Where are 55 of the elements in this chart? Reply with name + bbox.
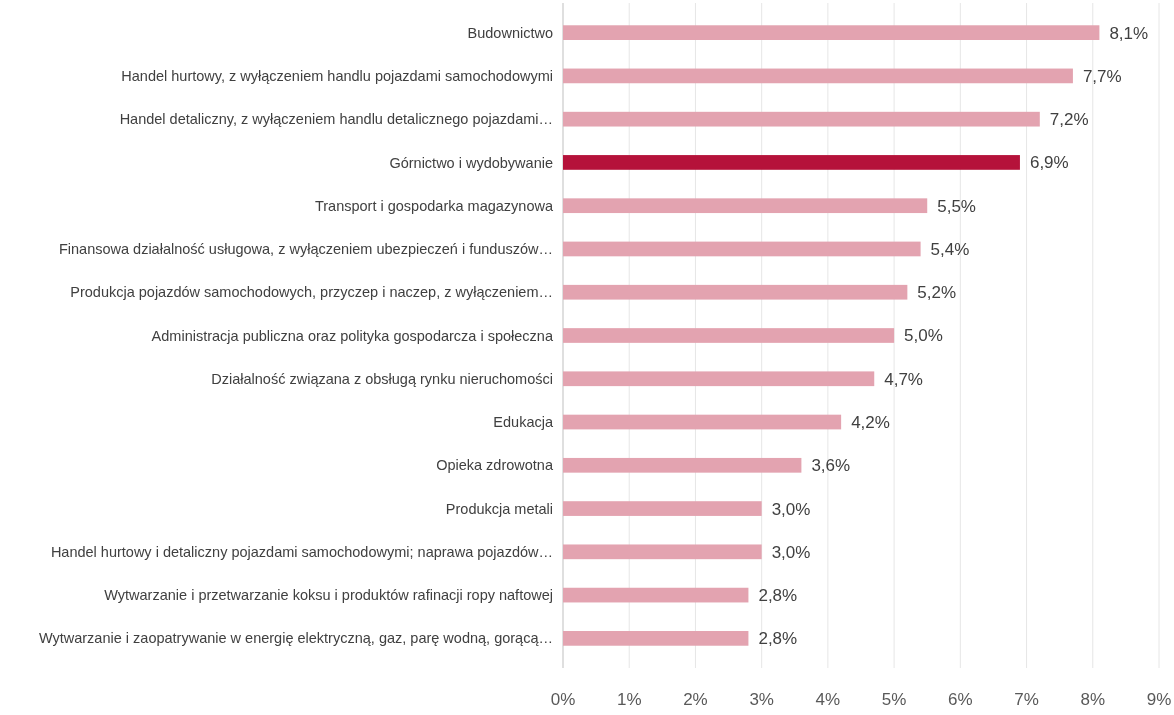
data-label: 8,1% (1109, 23, 1149, 43)
bar (563, 284, 908, 300)
y-tick-label: Produkcja metali (445, 500, 553, 517)
data-label: 6,9% (1029, 153, 1069, 173)
data-label: 3,6% (811, 456, 851, 476)
bar (563, 587, 749, 603)
y-tick-label: Handel hurtowy, z wyłączeniem handlu pojazdami samochodowymi (121, 67, 553, 84)
y-tick-label: Administracja publiczna oraz polityka gospodarcza i społeczna (151, 327, 554, 344)
x-tick-label: 9% (1146, 690, 1172, 709)
data-label: 7,7% (1082, 66, 1122, 86)
data-label: 2,8% (758, 629, 798, 649)
x-tick-label: 0% (550, 690, 576, 709)
bar (563, 25, 1100, 40)
y-tick-label: Handel detaliczny, z wyłączeniem handlu detalicznego pojazdami… (119, 111, 553, 128)
y-tick-label: Transport i gospodarka magazynowa (314, 197, 554, 214)
x-tick-label: 4% (815, 690, 841, 709)
bar (563, 111, 1040, 127)
y-tick-label: Wytwarzanie i przetwarzanie koksu i produktów rafinacji ropy naftowej (104, 587, 553, 604)
y-tick-label: Produkcja pojazdów samochodowych, przyczep i naczep, z wyłączeniem… (70, 284, 553, 301)
y-tick-label: Handel hurtowy i detaliczny pojazdami samochodowymi; naprawa pojazdów… (50, 543, 553, 560)
bar (563, 414, 842, 430)
bar (563, 457, 802, 473)
x-tick-label: 8% (1080, 690, 1106, 709)
data-label: 5,4% (930, 239, 970, 259)
x-tick-label: 6% (948, 690, 973, 709)
y-tick-label: Górnictwo i wydobywanie (389, 154, 553, 171)
x-tick-label: 3% (749, 690, 774, 709)
data-label: 5,5% (937, 196, 976, 216)
bar (563, 241, 921, 257)
bar (563, 198, 928, 214)
data-label: 4,2% (851, 412, 890, 432)
y-tick-label: Opieka zdrowotna (436, 457, 554, 474)
x-tick-label: 7% (1014, 690, 1039, 709)
data-label: 5,2% (917, 283, 957, 303)
bar (563, 544, 762, 560)
x-tick-label: 5% (881, 690, 907, 709)
data-label: 7,2% (1049, 110, 1089, 130)
bar (563, 501, 762, 516)
y-tick-label: Budownictwo (467, 24, 553, 41)
bar (563, 328, 895, 343)
data-label: 4,7% (884, 369, 923, 389)
x-tick-label: 2% (683, 690, 708, 709)
bar (563, 631, 749, 646)
bar (563, 371, 875, 387)
x-tick-label: 1% (616, 690, 642, 709)
data-label: 5,0% (904, 326, 943, 346)
y-tick-label: Finansowa działalność usługowa, z wyłączeniem ubezpieczeń i funduszów… (58, 241, 553, 258)
y-tick-label: Edukacja (493, 414, 554, 431)
y-tick-label: Działalność związana z obsługą rynku nieruchomości (211, 370, 553, 387)
data-label: 3,0% (771, 499, 811, 519)
bar (563, 155, 1020, 170)
bar (563, 68, 1073, 84)
data-label: 2,8% (758, 586, 798, 606)
data-label: 3,0% (771, 542, 811, 562)
y-tick-label: Wytwarzanie i zaopatrywanie w energię elektryczną, gaz, parę wodną, gorącą… (38, 630, 553, 647)
